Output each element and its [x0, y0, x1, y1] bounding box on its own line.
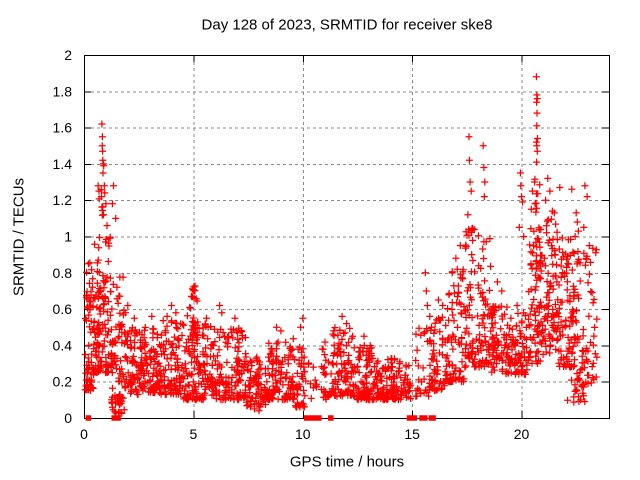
- y-tick-label: 1.4: [53, 156, 73, 172]
- y-tick-labels: 0 0.2 0.4 0.6 0.8 1 1.2 1.4 1.6 1.8 2: [53, 47, 73, 426]
- x-tick-label: 15: [404, 426, 420, 442]
- x-tick-label: 5: [189, 426, 197, 442]
- x-tick-label: 20: [514, 426, 530, 442]
- x-tick-label: 10: [295, 426, 311, 442]
- y-tick-label: 0.2: [53, 374, 73, 390]
- x-tick-labels: 0 5 10 15 20: [80, 426, 529, 442]
- y-tick-label: 0.4: [53, 337, 73, 353]
- x-tick-label: 0: [80, 426, 88, 442]
- y-tick-label: 0.6: [53, 301, 73, 317]
- y-tick-label: 0.8: [53, 265, 73, 281]
- y-axis-label: SRMTID / TECUs: [10, 177, 28, 297]
- y-tick-label: 1.8: [53, 83, 73, 99]
- y-tick-label: 2: [64, 47, 72, 63]
- scatter-points-plus: [81, 73, 601, 417]
- zero-flag-squares: [85, 415, 436, 421]
- plot-border: [84, 55, 610, 419]
- y-tick-label: 1.2: [53, 192, 73, 208]
- chart-title: Day 128 of 2023, SRMTID for receiver ske…: [201, 16, 493, 34]
- y-tick-label: 1: [64, 229, 72, 245]
- y-tick-label: 0: [64, 410, 72, 426]
- y-tick-label: 1.6: [53, 120, 73, 136]
- x-axis-label: GPS time / hours: [289, 453, 405, 471]
